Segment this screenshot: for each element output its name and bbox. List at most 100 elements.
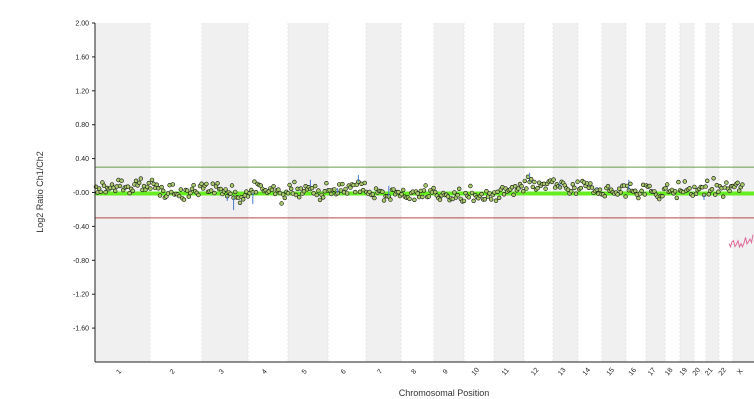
data-point — [663, 186, 668, 191]
data-point — [181, 197, 187, 202]
data-point — [345, 191, 350, 196]
data-point — [130, 188, 136, 194]
data-point — [519, 184, 524, 189]
data-point — [223, 187, 228, 192]
data-point — [282, 195, 287, 201]
data-point — [720, 194, 726, 199]
data-point — [361, 187, 366, 193]
data-point — [154, 182, 160, 187]
data-point — [605, 183, 611, 189]
data-point — [321, 195, 326, 200]
data-point — [528, 177, 534, 182]
data-point — [177, 193, 182, 199]
data-point — [512, 184, 518, 189]
data-point — [693, 191, 699, 197]
x-tick-label-chr-13: 13 — [557, 367, 567, 378]
data-point — [329, 191, 334, 197]
data-point — [343, 186, 348, 192]
data-point — [157, 193, 163, 198]
data-point — [511, 192, 516, 198]
x-tick-label-chr-1: 1 — [115, 368, 123, 376]
data-point — [228, 191, 233, 197]
data-point — [623, 194, 628, 199]
x-axis-title: Chromosomal Position — [399, 388, 490, 398]
data-point — [740, 182, 745, 187]
data-point — [703, 184, 708, 189]
data-point — [727, 188, 732, 194]
data-point — [660, 194, 665, 199]
x-tick-label-chr-3: 3 — [218, 368, 226, 376]
data-point — [415, 191, 420, 196]
x-tick-label-chr-16: 16 — [628, 367, 638, 378]
data-point — [632, 188, 638, 194]
data-point — [252, 179, 257, 184]
x-tick-label-chr-22: 22 — [718, 367, 728, 378]
data-point — [412, 197, 417, 203]
data-point — [532, 179, 537, 185]
y-tick-label: -1.20 — [73, 292, 89, 299]
y-tick-label: 0.80 — [75, 122, 89, 129]
data-point — [493, 198, 499, 203]
data-point — [301, 189, 307, 194]
threshold-lines — [95, 166, 754, 219]
x-tick-label-chr-11: 11 — [501, 367, 511, 377]
data-point — [148, 186, 153, 191]
data-point — [568, 189, 574, 194]
data-point — [137, 180, 142, 186]
data-point — [676, 179, 681, 185]
data-point — [316, 188, 321, 193]
data-point — [271, 184, 276, 189]
data-point — [522, 178, 527, 184]
data-point — [407, 196, 412, 202]
data-point — [103, 190, 108, 195]
x-tick-label-chr-12: 12 — [530, 367, 540, 378]
data-point — [391, 187, 396, 192]
data-point — [273, 191, 278, 197]
data-point — [597, 187, 603, 192]
data-point — [229, 183, 235, 188]
data-point — [112, 188, 118, 194]
data-point — [687, 186, 692, 191]
data-point — [127, 191, 132, 196]
data-point — [314, 192, 319, 198]
data-point — [362, 180, 367, 186]
x-tick-label-chr-2: 2 — [169, 368, 177, 376]
data-point — [479, 191, 484, 197]
data-point — [185, 188, 190, 193]
data-point — [497, 195, 502, 201]
data-point — [647, 183, 652, 189]
data-point — [445, 194, 451, 199]
data-point — [388, 197, 393, 202]
data-point — [602, 194, 607, 199]
data-point — [380, 189, 385, 194]
data-point — [535, 186, 540, 191]
x-tick-label-chr-9: 9 — [442, 368, 450, 376]
x-tick-label-chr-4: 4 — [261, 368, 269, 376]
x-tick-label-chr-14: 14 — [582, 367, 592, 378]
data-point — [287, 182, 292, 188]
data-point — [191, 183, 196, 188]
y-tick-label: -0.00 — [73, 190, 89, 197]
data-point — [664, 182, 670, 187]
data-point — [178, 187, 184, 192]
data-point — [204, 181, 209, 187]
data-point — [706, 192, 711, 197]
x-tick-label-chr-15: 15 — [606, 367, 616, 378]
x-tick-label-chr-7: 7 — [376, 368, 384, 376]
data-points — [93, 172, 745, 211]
data-point — [682, 179, 687, 184]
x-tick-labels: 1 2 3 4 5 6 7 8 9 10 11 12 13 14 15 16 17 18 19 20 21 22 X — [115, 367, 744, 378]
data-point — [370, 192, 375, 197]
data-point — [461, 198, 467, 204]
data-point — [674, 195, 679, 201]
data-point — [639, 188, 644, 194]
data-point — [218, 186, 224, 192]
data-point — [332, 187, 337, 192]
data-point — [704, 178, 710, 184]
data-point — [421, 188, 427, 193]
data-point — [501, 192, 507, 197]
data-point — [615, 192, 620, 197]
data-point — [101, 183, 107, 188]
data-point — [146, 180, 152, 186]
